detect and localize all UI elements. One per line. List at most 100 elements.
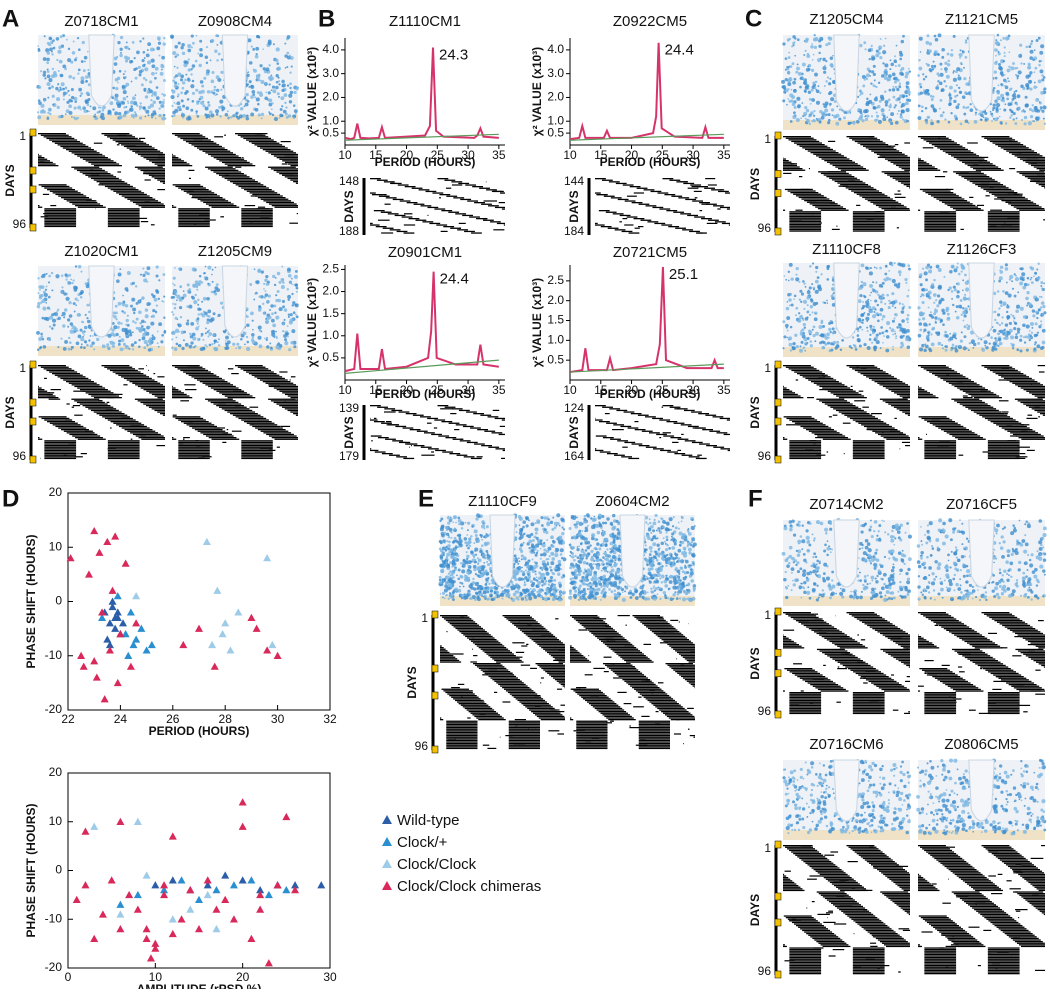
cell [188, 58, 190, 60]
activity [837, 182, 865, 183]
activity [233, 183, 261, 184]
cell [447, 522, 450, 525]
activity [1043, 219, 1045, 220]
activity [929, 371, 957, 372]
activity [853, 218, 885, 219]
activity [219, 407, 247, 408]
cell [190, 73, 192, 75]
cell [799, 281, 801, 283]
activity [41, 135, 69, 136]
cell [268, 91, 271, 94]
cell [1005, 263, 1008, 266]
activity [924, 139, 952, 140]
cell [801, 341, 804, 344]
cell [272, 323, 276, 327]
cell [38, 99, 41, 102]
activity [979, 160, 982, 161]
cell [870, 300, 872, 302]
cell [187, 44, 191, 48]
activity [988, 222, 1020, 223]
activity [1001, 200, 1003, 201]
activity [791, 163, 797, 164]
actogram [918, 136, 1045, 232]
cell [72, 77, 75, 80]
activity [241, 453, 272, 454]
cell [869, 284, 873, 288]
activity [163, 415, 165, 416]
cell [1004, 74, 1006, 76]
activity [254, 376, 282, 377]
cell [813, 115, 815, 117]
cell [934, 308, 936, 310]
cell [192, 296, 195, 299]
cell [822, 325, 825, 328]
cell [136, 51, 140, 55]
activity [228, 397, 256, 398]
cell [943, 80, 945, 82]
cell [882, 50, 886, 54]
cell [888, 300, 890, 302]
cell [197, 304, 199, 306]
cell [439, 576, 442, 579]
cell [886, 321, 890, 325]
cell [112, 96, 115, 99]
activity [968, 408, 996, 409]
activity [38, 160, 50, 161]
activity [85, 407, 113, 408]
cell [227, 116, 230, 119]
cell [85, 80, 87, 82]
activity [984, 367, 1012, 368]
cell [152, 336, 156, 340]
cell [786, 327, 788, 329]
activity [108, 218, 140, 219]
activity [149, 160, 165, 161]
activity [189, 426, 217, 427]
activity [853, 214, 885, 215]
activity [115, 373, 143, 374]
cell [927, 263, 930, 266]
activity [988, 442, 1020, 443]
cell [787, 301, 789, 303]
cell [881, 97, 885, 101]
cell [923, 329, 926, 332]
cell [873, 326, 875, 328]
cell [265, 318, 267, 320]
cell [291, 66, 293, 68]
cell [900, 335, 903, 338]
cell [178, 345, 180, 347]
activity [854, 408, 858, 409]
cell [131, 343, 135, 347]
activity [878, 157, 886, 158]
activity [255, 427, 283, 428]
activity [44, 455, 76, 456]
cell [958, 305, 962, 309]
activity [965, 163, 993, 164]
cell [894, 283, 897, 286]
activity [73, 391, 83, 392]
cell [61, 286, 63, 288]
activity [924, 447, 956, 448]
cell [909, 70, 911, 72]
cell [132, 41, 135, 44]
activity [238, 186, 266, 187]
activity [296, 415, 298, 416]
cell [80, 346, 83, 349]
cell [1024, 341, 1026, 343]
activity [110, 370, 138, 371]
cell [1003, 108, 1006, 111]
cell [296, 315, 299, 318]
cell [874, 79, 876, 81]
cell [953, 286, 956, 289]
activity [41, 216, 48, 217]
cell [52, 68, 54, 70]
cell [240, 338, 243, 341]
activity [797, 421, 800, 422]
cell [1007, 78, 1009, 80]
activity [790, 221, 802, 222]
cell [787, 82, 791, 86]
activity [108, 215, 140, 216]
cell [984, 345, 986, 347]
activity [271, 154, 298, 155]
activity [199, 215, 209, 216]
panel-label: C [745, 5, 762, 32]
